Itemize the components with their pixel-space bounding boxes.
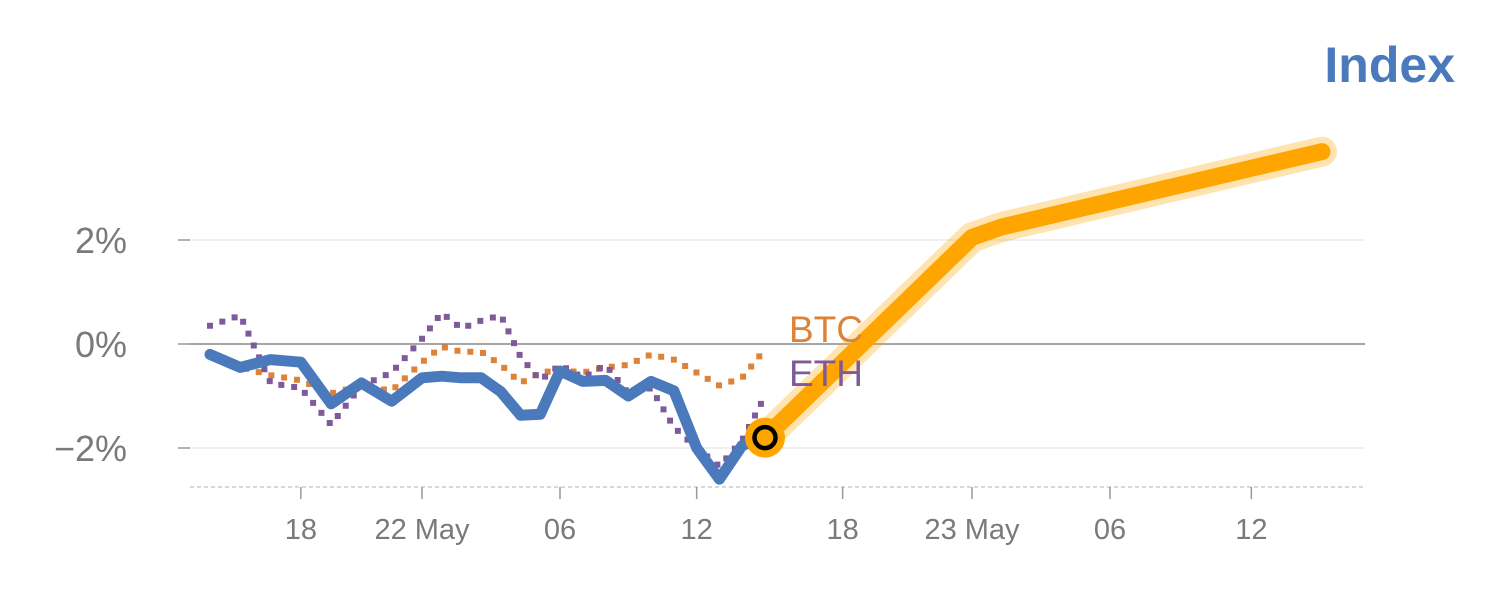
- x-tick-label: 23 May: [924, 514, 1020, 546]
- series-label-eth: ETH: [789, 353, 863, 394]
- x-tick-label: 06: [544, 514, 576, 546]
- chart-series: [204, 136, 1337, 485]
- y-tick-label: 2%: [75, 220, 127, 261]
- x-axis: 18 22 May 06 12 18 23 May 06 12: [190, 486, 1365, 546]
- series-eth-line: [206, 309, 770, 470]
- y-axis: 2% 0% −2%: [54, 220, 190, 469]
- x-tick-label: 18: [826, 514, 858, 546]
- x-tick-label: 06: [1094, 514, 1126, 546]
- series-index-forecast-line: [756, 143, 1331, 447]
- y-tick-label: 0%: [75, 324, 127, 365]
- series-index-forecast-halo: [750, 136, 1337, 453]
- x-tick-label: 12: [681, 514, 713, 546]
- series-label-btc: BTC: [789, 309, 863, 350]
- series-index-line: [204, 348, 771, 485]
- y-tick-label: −2%: [54, 428, 127, 469]
- x-tick-label: 12: [1235, 514, 1267, 546]
- chart-title: Index: [1324, 37, 1455, 93]
- latest-point-marker: [745, 417, 785, 458]
- x-tick-label: 22 May: [374, 514, 470, 546]
- x-tick-label: 18: [285, 514, 317, 546]
- latest-point-ring: [752, 424, 778, 451]
